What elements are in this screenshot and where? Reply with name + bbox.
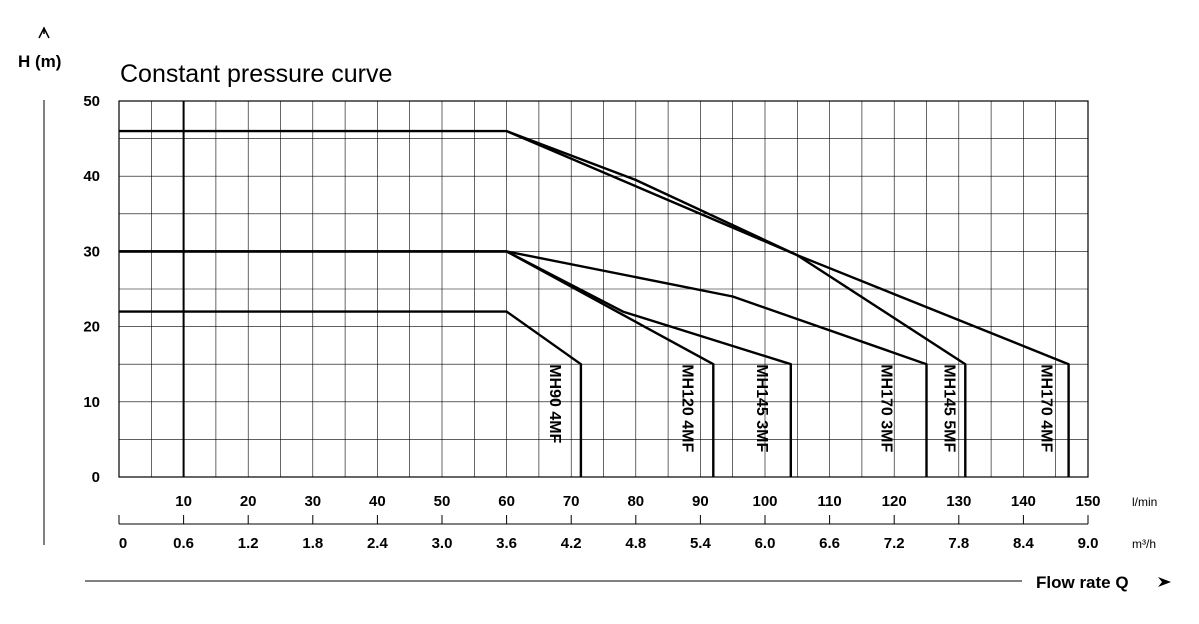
- series-line: [506, 129, 1070, 477]
- x-tick-label: 80: [627, 493, 644, 510]
- x-secondary-tick-label: 5.4: [690, 535, 712, 552]
- series-label: MH170 3MF: [878, 364, 895, 452]
- plot-frame: [118, 100, 1089, 478]
- y-axis-title: H (m): [18, 52, 61, 71]
- x-tick-label: 100: [752, 493, 777, 510]
- series-label: MH145 5MF: [940, 364, 957, 452]
- x-tick-label: 130: [946, 493, 971, 510]
- x-secondary-tick-label: 9.0: [1078, 535, 1099, 552]
- y-arrow-icon: [38, 26, 50, 39]
- x-secondary-tick-label: 2.4: [367, 535, 389, 552]
- x-tick-label: 20: [240, 493, 257, 510]
- x-secondary-tick-label: 3.6: [496, 535, 517, 552]
- x-tick-label: 60: [498, 493, 515, 510]
- series-label: MH145 3MF: [753, 364, 770, 452]
- series-label: MH90 4MF: [546, 364, 563, 443]
- x-tick-label: 140: [1011, 493, 1036, 510]
- x-tick-label: 150: [1075, 493, 1100, 510]
- y-tick-label: 50: [83, 93, 100, 110]
- series-label: MH120 4MF: [678, 364, 695, 452]
- y-tick-label: 20: [83, 319, 100, 336]
- x-tick-label: 10: [175, 493, 192, 510]
- y-tick-label: 10: [83, 394, 100, 411]
- x-secondary-tick-label: 4.2: [561, 535, 582, 552]
- series-line: [119, 129, 967, 477]
- y-tick-label: 40: [83, 168, 100, 185]
- y-tick-label: 0: [92, 469, 100, 486]
- x-secondary-tick-label: 1.8: [302, 535, 323, 552]
- chart-title: Constant pressure curve: [120, 60, 392, 88]
- x-secondary-tick-label: 8.4: [1013, 535, 1035, 552]
- x-tick-label: 50: [434, 493, 451, 510]
- x-secondary-tick-label: 4.8: [625, 535, 646, 552]
- x-tick-label: 90: [692, 493, 709, 510]
- x-secondary-tick-label: 3.0: [432, 535, 453, 552]
- y-tick-label: 30: [83, 243, 100, 260]
- x-secondary-tick-label: 1.2: [238, 535, 259, 552]
- x-secondary-tick-label: 7.8: [948, 535, 969, 552]
- x-tick-label: 120: [882, 493, 907, 510]
- series-label: MH170 4MF: [1038, 364, 1055, 452]
- series-line: [119, 310, 583, 477]
- x-secondary-tick-label: 7.2: [884, 535, 905, 552]
- x-secondary-tick-label: 0: [119, 535, 127, 552]
- series-line: [119, 250, 928, 477]
- x-unit-secondary: m³/h: [1132, 537, 1156, 551]
- x-tick-label: 30: [304, 493, 321, 510]
- x-axis-title: Flow rate Q: [1036, 573, 1129, 592]
- x-arrow-icon: [1158, 577, 1171, 587]
- x-tick-label: 70: [563, 493, 580, 510]
- x-secondary-tick-label: 6.6: [819, 535, 840, 552]
- x-unit-primary: l/min: [1132, 495, 1157, 509]
- x-secondary-tick-label: 6.0: [755, 535, 776, 552]
- x-tick-label: 110: [817, 493, 841, 510]
- x-secondary-tick-label: 0.6: [173, 535, 194, 552]
- x-tick-label: 40: [369, 493, 386, 510]
